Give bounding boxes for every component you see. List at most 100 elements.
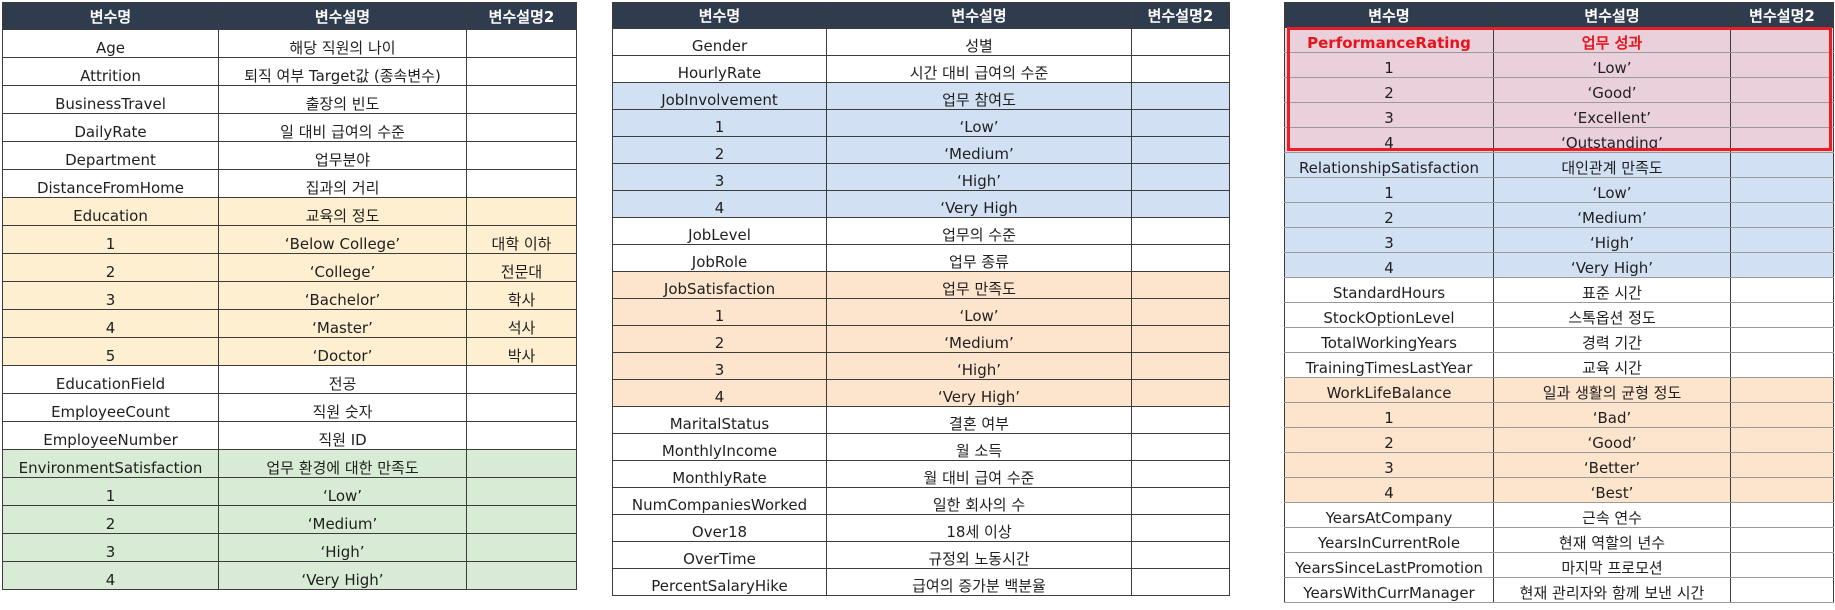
cell-variable-description: 업무의 수준 xyxy=(826,217,1132,245)
cell-variable-description-2 xyxy=(466,365,577,394)
table-row: JobSatisfaction 업무 만족도 xyxy=(612,271,1230,299)
cell-variable-name: TotalWorkingYears xyxy=(1284,327,1494,353)
cell-variable-name: 2 xyxy=(1284,202,1494,228)
cell-variable-name: 4 xyxy=(612,190,827,218)
cell-variable-description-2 xyxy=(466,533,577,562)
cell-variable-description-2 xyxy=(1730,577,1834,603)
cell-variable-name: YearsAtCompany xyxy=(1284,502,1494,528)
cell-variable-name: 4 xyxy=(1284,477,1494,503)
cell-variable-description: 업무분야 xyxy=(218,141,467,170)
cell-variable-name: 1 xyxy=(1284,177,1494,203)
cell-variable-description-2 xyxy=(466,477,577,506)
cell-variable-name: EmployeeCount xyxy=(2,393,219,422)
table-row: 2 ‘Medium’ xyxy=(612,325,1230,353)
cell-variable-description: 마지막 프로모션 xyxy=(1493,552,1731,578)
cell-variable-name: 4 xyxy=(2,309,219,338)
table-row: JobInvolvement 업무 참여도 xyxy=(612,82,1230,110)
cell-variable-name: 1 xyxy=(1284,52,1494,78)
cell-variable-description: ‘Good’ xyxy=(1493,77,1731,103)
table-row: Education 교육의 정도 xyxy=(2,197,577,226)
cell-variable-description-2 xyxy=(1730,227,1834,253)
cell-variable-name: 3 xyxy=(2,281,219,310)
cell-variable-description-2 xyxy=(1730,377,1834,403)
cell-variable-description-2: 박사 xyxy=(466,337,577,366)
cell-variable-description: ‘High’ xyxy=(826,163,1132,191)
variable-table-2: 변수명 변수설명 변수설명2 Gender 성별 HourlyRate 시간 대비 급… xyxy=(612,2,1230,596)
table-row: 4 ‘Best’ xyxy=(1284,477,1834,503)
table-row: 2 ‘Good’ xyxy=(1284,77,1834,103)
cell-variable-description-2 xyxy=(466,505,577,534)
header-variable-description-2: 변수설명2 xyxy=(1730,2,1834,28)
table-row: DistanceFromHome 집과의 거리 xyxy=(2,169,577,198)
table-row: 3 ‘Better’ xyxy=(1284,452,1834,478)
cell-variable-description-2 xyxy=(1730,427,1834,453)
table-row: YearsInCurrentRole 현재 역할의 년수 xyxy=(1284,527,1834,553)
cell-variable-description-2 xyxy=(1131,541,1230,569)
cell-variable-name: DistanceFromHome xyxy=(2,169,219,198)
cell-variable-description: 월 소득 xyxy=(826,433,1132,461)
table-row: Department 업무분야 xyxy=(2,141,577,170)
cell-variable-description-2 xyxy=(1131,271,1230,299)
cell-variable-name: WorkLifeBalance xyxy=(1284,377,1494,403)
cell-variable-description: ‘Very High’ xyxy=(1493,252,1731,278)
header-variable-description-2: 변수설명2 xyxy=(1131,2,1230,29)
table-row: EducationField 전공 xyxy=(2,365,577,394)
cell-variable-name: 2 xyxy=(612,136,827,164)
cell-variable-description: ‘Low’ xyxy=(218,477,467,506)
cell-variable-description: 퇴직 여부 Target값 (종속변수) xyxy=(218,57,467,86)
cell-variable-name: 3 xyxy=(2,533,219,562)
table-row: 1 ‘Bad’ xyxy=(1284,402,1834,428)
cell-variable-description: ‘College’ xyxy=(218,253,467,282)
cell-variable-description-2 xyxy=(1730,27,1834,53)
cell-variable-name: 1 xyxy=(2,477,219,506)
variable-table-1: 변수명 변수설명 변수설명2 Age 해당 직원의 나이 Attrition 퇴직 여… xyxy=(2,2,577,590)
cell-variable-description-2 xyxy=(1730,502,1834,528)
cell-variable-description-2 xyxy=(1730,477,1834,503)
cell-variable-name: JobSatisfaction xyxy=(612,271,827,299)
cell-variable-name: 4 xyxy=(2,561,219,590)
cell-variable-description-2 xyxy=(1131,433,1230,461)
cell-variable-name: EmployeeNumber xyxy=(2,421,219,450)
table-row: 4 ‘Very High’ xyxy=(2,561,577,590)
cell-variable-description-2 xyxy=(1730,152,1834,178)
cell-variable-description-2: 학사 xyxy=(466,281,577,310)
cell-variable-name: 4 xyxy=(1284,127,1494,153)
cell-variable-description: ‘Very High’ xyxy=(826,379,1132,407)
cell-variable-description-2 xyxy=(1730,77,1834,103)
cell-variable-description-2 xyxy=(1131,352,1230,380)
cell-variable-description-2 xyxy=(1730,302,1834,328)
cell-variable-description: ‘High’ xyxy=(218,533,467,562)
cell-variable-description-2 xyxy=(1730,52,1834,78)
cell-variable-description: 규정외 노동시간 xyxy=(826,541,1132,569)
cell-variable-description-2 xyxy=(1730,402,1834,428)
header-row: 변수명 변수설명 변수설명2 xyxy=(1284,2,1834,28)
table-row: NumCompaniesWorked 일한 회사의 수 xyxy=(612,487,1230,515)
cell-variable-description-2 xyxy=(466,57,577,86)
header-variable-description: 변수설명 xyxy=(218,2,467,30)
cell-variable-description-2 xyxy=(1131,82,1230,110)
cell-variable-name: MonthlyIncome xyxy=(612,433,827,461)
header-variable-description: 변수설명 xyxy=(1493,2,1731,28)
cell-variable-description-2 xyxy=(1131,298,1230,326)
table-row: DailyRate 일 대비 급여의 수준 xyxy=(2,113,577,142)
cell-variable-description: 대인관계 만족도 xyxy=(1493,152,1731,178)
cell-variable-name: Department xyxy=(2,141,219,170)
cell-variable-description-2 xyxy=(466,113,577,142)
cell-variable-name: 2 xyxy=(1284,77,1494,103)
cell-variable-description: ‘Good’ xyxy=(1493,427,1731,453)
cell-variable-description: 일 대비 급여의 수준 xyxy=(218,113,467,142)
cell-variable-description-2 xyxy=(1730,327,1834,353)
cell-variable-name: Over18 xyxy=(612,514,827,542)
cell-variable-name: NumCompaniesWorked xyxy=(612,487,827,515)
cell-variable-description: ‘Outstanding’ xyxy=(1493,127,1731,153)
table-row: YearsAtCompany 근속 연수 xyxy=(1284,502,1834,528)
table-row: 2 ‘Good’ xyxy=(1284,427,1834,453)
header-variable-name: 변수명 xyxy=(2,2,219,30)
cell-variable-name: 3 xyxy=(1284,102,1494,128)
cell-variable-name: 2 xyxy=(1284,427,1494,453)
table-row: 2 ‘College’ 전문대 xyxy=(2,253,577,282)
cell-variable-description-2 xyxy=(1131,136,1230,164)
table-row: 1 ‘Low’ xyxy=(612,298,1230,326)
cell-variable-description-2 xyxy=(1131,514,1230,542)
cell-variable-name: OverTime xyxy=(612,541,827,569)
